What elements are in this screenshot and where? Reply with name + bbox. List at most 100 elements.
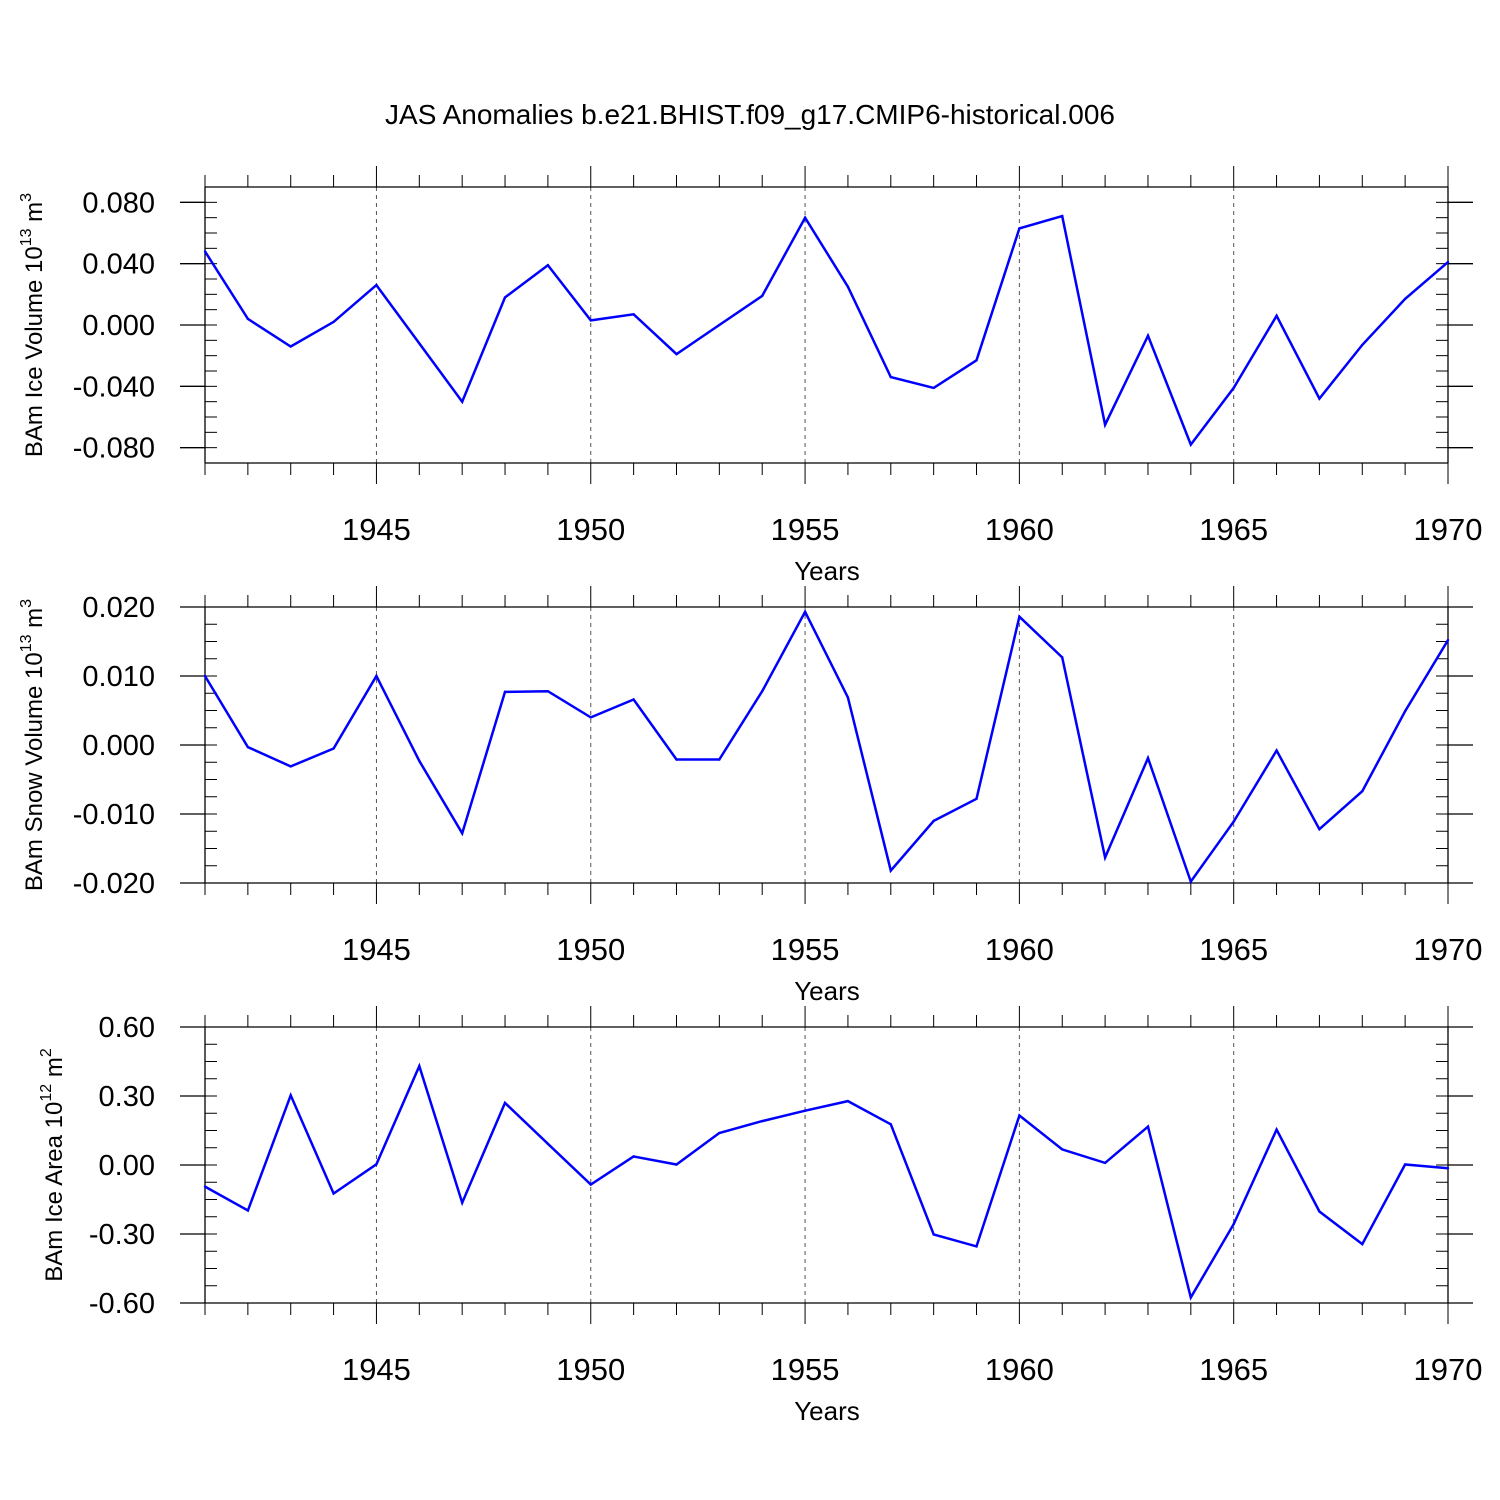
- data-point-1960: [1018, 227, 1021, 230]
- data-point-1953: [718, 758, 721, 761]
- data-point-1964: [1189, 1296, 1193, 1299]
- data-point-1945: [375, 674, 378, 678]
- data-point-1960: [1018, 615, 1021, 618]
- x-tick-label-1970: 1970: [1414, 1352, 1483, 1387]
- data-point-1950: [589, 1183, 592, 1186]
- y-axis-label: BAm Ice Area 1012 m2: [38, 1048, 68, 1282]
- data-point-1970: [1446, 260, 1450, 264]
- data-point-1945: [375, 283, 378, 287]
- data-point-1944: [332, 320, 335, 324]
- data-point-1950: [589, 716, 592, 719]
- data-point-1955: [803, 1109, 807, 1112]
- data-point-1948: [503, 296, 507, 299]
- data-point-1946: [418, 1064, 421, 1068]
- data-point-1944: [332, 747, 335, 750]
- x-axis-label: Years: [794, 976, 860, 1006]
- data-point-1952: [675, 758, 678, 761]
- data-point-1942: [246, 745, 250, 749]
- data-point-1942: [246, 317, 250, 321]
- data-point-1965: [1232, 1222, 1235, 1226]
- x-tick-label-1965: 1965: [1199, 1352, 1268, 1387]
- y-tick-label: -0.30: [89, 1219, 155, 1251]
- data-point-1945: [375, 1163, 378, 1166]
- y-tick-label: -0.60: [89, 1288, 155, 1320]
- data-point-1969: [1403, 1163, 1407, 1166]
- data-point-1941: [203, 250, 207, 253]
- data-point-1953: [718, 323, 721, 327]
- data-point-1957: [889, 375, 892, 379]
- data-point-1942: [246, 1209, 250, 1212]
- x-tick-label-1960: 1960: [985, 1352, 1054, 1387]
- data-point-1951: [632, 1155, 635, 1158]
- data-point-1965: [1232, 386, 1235, 390]
- series-line: [203, 214, 1449, 448]
- x-tick-label-1945: 1945: [342, 512, 411, 547]
- data-point-1964: [1189, 880, 1193, 883]
- data-point-1946: [418, 759, 421, 763]
- y-tick-label: -0.080: [73, 433, 155, 465]
- data-point-1958: [932, 1233, 935, 1236]
- x-tick-label-1955: 1955: [771, 932, 840, 967]
- data-point-1957: [889, 1123, 892, 1126]
- data-point-1943: [289, 345, 292, 348]
- chart-title: JAS Anomalies b.e21.BHIST.f09_g17.CMIP6-…: [385, 99, 1115, 130]
- data-point-1962: [1103, 423, 1107, 426]
- y-tick-label: -0.010: [73, 799, 155, 831]
- y-tick-label: 0.60: [99, 1012, 155, 1044]
- data-point-1968: [1361, 343, 1364, 347]
- data-point-1962: [1103, 856, 1107, 859]
- data-point-1970: [1446, 638, 1450, 642]
- x-tick-label-1950: 1950: [556, 932, 625, 967]
- data-point-1944: [332, 1192, 335, 1195]
- x-tick-label-1955: 1955: [771, 1352, 840, 1387]
- data-point-1960: [1018, 1114, 1021, 1117]
- data-point-1949: [546, 689, 550, 693]
- y-tick-label: 0.010: [82, 661, 155, 693]
- data-point-1969: [1403, 297, 1407, 301]
- y-axis-label: BAm Ice Volume 1013 m3: [18, 193, 48, 457]
- data-point-1957: [889, 869, 892, 872]
- x-tick-label-1945: 1945: [342, 1352, 411, 1387]
- data-point-1967: [1318, 827, 1321, 831]
- data-point-1947: [460, 832, 464, 835]
- data-point-1966: [1275, 1128, 1278, 1131]
- data-point-1952: [675, 1163, 678, 1166]
- data-point-1963: [1146, 334, 1150, 337]
- data-point-1941: [203, 674, 207, 678]
- y-tick-label: -0.040: [73, 371, 155, 403]
- x-tick-label-1960: 1960: [985, 932, 1054, 967]
- data-point-1943: [289, 765, 292, 768]
- y-tick-label: 0.040: [82, 249, 155, 281]
- data-point-1959: [975, 1245, 978, 1248]
- data-point-1966: [1275, 314, 1278, 317]
- data-point-1953: [718, 1131, 721, 1135]
- data-point-1955: [803, 610, 807, 614]
- data-point-1949: [546, 1142, 550, 1146]
- data-point-1958: [932, 819, 935, 823]
- y-tick-label: 0.30: [99, 1081, 155, 1113]
- data-point-1941: [203, 1185, 207, 1188]
- x-tick-label-1945: 1945: [342, 932, 411, 967]
- y-tick-label: 0.020: [82, 592, 155, 624]
- x-tick-label-1970: 1970: [1414, 932, 1483, 967]
- data-point-1947: [460, 1201, 464, 1204]
- x-tick-label-1950: 1950: [556, 1352, 625, 1387]
- data-point-1943: [289, 1094, 292, 1097]
- data-point-1963: [1146, 756, 1150, 760]
- data-point-1967: [1318, 1210, 1321, 1213]
- data-point-1955: [803, 216, 807, 219]
- data-point-1966: [1275, 749, 1278, 752]
- y-axis-label: BAm Snow Volume 1013 m3: [18, 599, 48, 891]
- x-tick-label-1965: 1965: [1199, 932, 1268, 967]
- data-point-1956: [846, 696, 850, 699]
- x-tick-label-1960: 1960: [985, 512, 1054, 547]
- y-tick-label: -0.020: [73, 868, 155, 900]
- y-tick-label: 0.000: [82, 310, 155, 342]
- data-point-1954: [761, 1119, 764, 1123]
- x-axis-label: Years: [794, 556, 860, 586]
- data-point-1956: [846, 285, 850, 288]
- x-axis-label: Years: [794, 1396, 860, 1426]
- data-point-1961: [1061, 656, 1064, 659]
- data-point-1961: [1061, 214, 1064, 218]
